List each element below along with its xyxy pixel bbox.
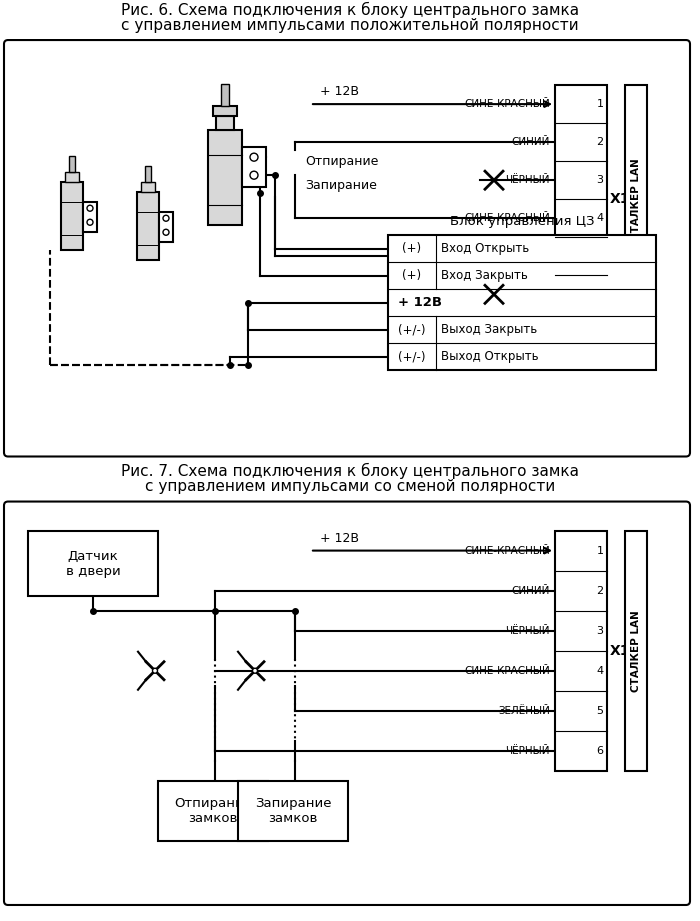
Bar (65, 172, 79, 182)
Bar (208, 130, 242, 226)
Bar (388, 235, 656, 370)
Text: Рис. 6. Схема подключения к блоку центрального замка: Рис. 6. Схема подключения к блоку центра… (121, 2, 579, 18)
Bar (159, 212, 173, 242)
Bar (238, 781, 348, 841)
Text: + 12В: + 12В (321, 531, 360, 544)
Text: 1: 1 (596, 545, 603, 555)
Bar (137, 192, 159, 261)
Text: + 12В: + 12В (321, 85, 360, 99)
Text: с управлением импульсами положительной полярности: с управлением импульсами положительной п… (121, 18, 579, 33)
Circle shape (153, 669, 158, 673)
Text: СИНЕ-КРАСНЫЙ: СИНЕ-КРАСНЫЙ (464, 666, 550, 676)
Text: СИНЕ-КРАСНЫЙ: СИНЕ-КРАСНЫЙ (464, 99, 550, 109)
Text: Вход Закрыть: Вход Закрыть (441, 269, 528, 283)
Text: 6: 6 (596, 289, 603, 299)
Circle shape (250, 153, 258, 161)
Bar (61, 182, 83, 251)
Text: Рис. 7. Схема подключения к блоку центрального замка: Рис. 7. Схема подключения к блоку центра… (121, 462, 579, 479)
Bar (216, 116, 234, 130)
Bar (555, 85, 607, 313)
Text: Датчик
в двери: Датчик в двери (66, 550, 120, 577)
Text: СИНИЙ: СИНИЙ (512, 137, 550, 147)
Circle shape (163, 229, 169, 235)
Text: Отпирание: Отпирание (305, 155, 379, 169)
Text: Выход Закрыть: Выход Закрыть (441, 323, 538, 336)
Bar (625, 530, 647, 771)
Text: 5: 5 (596, 251, 603, 262)
Text: (+/-): (+/-) (398, 323, 426, 336)
Text: 3: 3 (596, 625, 603, 635)
Text: 4: 4 (596, 214, 603, 223)
Bar (158, 781, 268, 841)
Text: + 12В: + 12В (398, 297, 442, 309)
Bar (83, 203, 97, 232)
Text: Выход Открыть: Выход Открыть (441, 350, 538, 364)
Circle shape (253, 669, 258, 673)
Text: (+): (+) (402, 242, 421, 255)
Text: СИНИЙ: СИНИЙ (512, 586, 550, 596)
Bar (221, 84, 229, 106)
Circle shape (87, 205, 93, 211)
Text: ЗЕЛЁНЫЙ: ЗЕЛЁНЫЙ (498, 251, 550, 262)
Text: (+): (+) (402, 269, 421, 283)
Text: (+/-): (+/-) (398, 350, 426, 364)
Text: с управлением импульсами со сменой полярности: с управлением импульсами со сменой поляр… (145, 479, 555, 494)
Bar (625, 85, 647, 313)
FancyBboxPatch shape (4, 502, 690, 905)
Circle shape (87, 219, 93, 226)
Circle shape (250, 171, 258, 180)
Text: СТАЛКЕР LAN: СТАЛКЕР LAN (631, 158, 641, 240)
Bar (145, 166, 151, 182)
Text: Блок управления ЦЗ: Блок управления ЦЗ (449, 215, 594, 227)
Text: 2: 2 (596, 137, 603, 147)
Text: 3: 3 (596, 175, 603, 185)
Text: 5: 5 (596, 705, 603, 716)
Circle shape (163, 216, 169, 221)
Text: СИНЕ-КРАСНЫЙ: СИНЕ-КРАСНЫЙ (464, 214, 550, 223)
Text: Вход Открыть: Вход Открыть (441, 242, 529, 255)
Text: ЧЁРНЫЙ: ЧЁРНЫЙ (505, 289, 550, 299)
Bar (28, 530, 158, 596)
Text: Запирание: Запирание (305, 180, 377, 192)
Bar (242, 147, 266, 187)
Text: Запирание
замков: Запирание замков (255, 797, 331, 825)
Text: 1: 1 (596, 99, 603, 109)
Text: Х1: Х1 (610, 644, 631, 658)
Bar (141, 182, 155, 192)
Text: ЧЁРНЫЙ: ЧЁРНЫЙ (505, 175, 550, 185)
Text: 6: 6 (596, 746, 603, 756)
Text: ЧЁРНЫЙ: ЧЁРНЫЙ (505, 625, 550, 635)
Text: Х1: Х1 (610, 192, 631, 206)
Text: 4: 4 (596, 666, 603, 676)
Bar (69, 157, 75, 172)
FancyBboxPatch shape (4, 40, 690, 457)
Bar (213, 106, 237, 116)
Text: СТАЛКЕР LAN: СТАЛКЕР LAN (631, 610, 641, 692)
Text: 2: 2 (596, 586, 603, 596)
Text: СИНЕ-КРАСНЫЙ: СИНЕ-КРАСНЫЙ (464, 545, 550, 555)
Bar (555, 530, 607, 771)
Text: ЧЁРНЫЙ: ЧЁРНЫЙ (505, 746, 550, 756)
Text: ЗЕЛЁНЫЙ: ЗЕЛЁНЫЙ (498, 705, 550, 716)
Text: Отпирание
замков: Отпирание замков (174, 797, 252, 825)
